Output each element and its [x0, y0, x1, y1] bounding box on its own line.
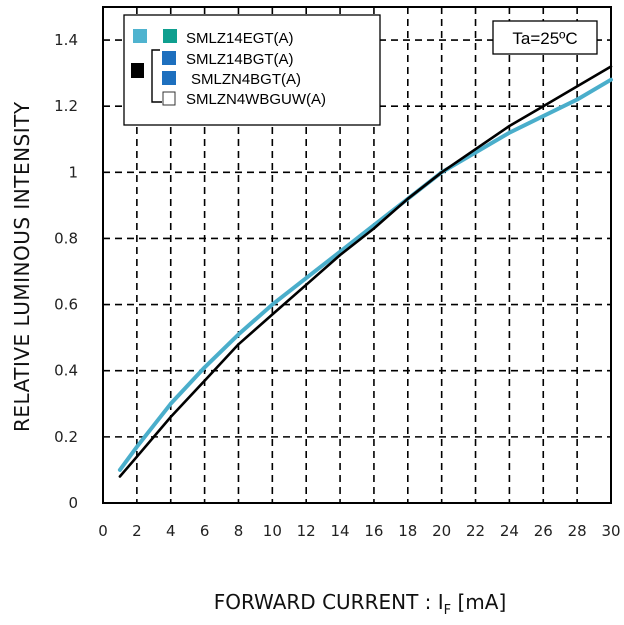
x-tick-label: 26 — [534, 522, 553, 540]
x-axis-label-main: FORWARD CURRENT : I — [213, 590, 444, 614]
legend-swatch — [162, 91, 176, 106]
x-tick-label: 16 — [364, 522, 383, 540]
y-tick-label: 0 — [68, 494, 78, 512]
legend-swatch — [162, 71, 176, 85]
series-line — [117, 77, 613, 472]
legend-swatch — [133, 29, 147, 43]
x-tick-label: 6 — [200, 522, 210, 540]
legend-group-swatch — [131, 63, 144, 78]
y-tick-label: 0.6 — [54, 296, 78, 314]
y-axis-label: RELATIVE LUMINOUS INTENSITY — [10, 101, 34, 432]
x-tick-label: 28 — [568, 522, 587, 540]
y-tick-label: 0.2 — [54, 428, 78, 446]
y-tick-label: 1.4 — [54, 31, 78, 49]
plot-frame — [102, 6, 612, 504]
x-tick-label: 18 — [398, 522, 417, 540]
legend-bracket — [151, 49, 162, 103]
y-tick-label: 1.2 — [54, 97, 78, 115]
y-tick-label: 0.8 — [54, 229, 78, 247]
x-tick-label: 14 — [331, 522, 350, 540]
x-axis-label-subscript: F — [443, 603, 452, 618]
y-tick-label: 1 — [68, 163, 78, 181]
x-tick-label: 10 — [263, 522, 282, 540]
legend-label: SMLZ14BGT(A) — [186, 51, 294, 68]
annotation-frame — [492, 20, 598, 55]
legend-label: SMLZN4WBGUW(A) — [186, 91, 326, 108]
x-axis-label-unit: [mA] — [451, 590, 507, 614]
legend-swatch — [162, 51, 176, 65]
legend: SMLZ14EGT(A) SMLZ14BGT(A) SMLZN4BGT(A) SMLZ… — [123, 14, 381, 126]
x-tick-label: 22 — [466, 522, 485, 540]
x-tick-label: 2 — [132, 522, 142, 540]
series-line — [118, 65, 613, 478]
annotation-box: Ta=25ºC — [492, 20, 598, 55]
legend-label: SMLZ14EGT(A) — [186, 30, 294, 47]
legend-swatch — [163, 29, 177, 43]
x-tick-label: 12 — [297, 522, 316, 540]
annotation-text: Ta=25ºC — [512, 29, 577, 48]
x-tick-label: 24 — [500, 522, 519, 540]
x-tick-label: 4 — [166, 522, 176, 540]
x-tick-label: 20 — [432, 522, 451, 540]
x-axis-label: FORWARD CURRENT : IF [mA] — [100, 590, 620, 618]
legend-label: SMLZN4BGT(A) — [191, 71, 301, 88]
x-tick-label: 30 — [601, 522, 620, 540]
y-tick-label: 0.4 — [54, 362, 78, 380]
x-tick-label: 0 — [98, 522, 108, 540]
x-tick-label: 8 — [234, 522, 244, 540]
